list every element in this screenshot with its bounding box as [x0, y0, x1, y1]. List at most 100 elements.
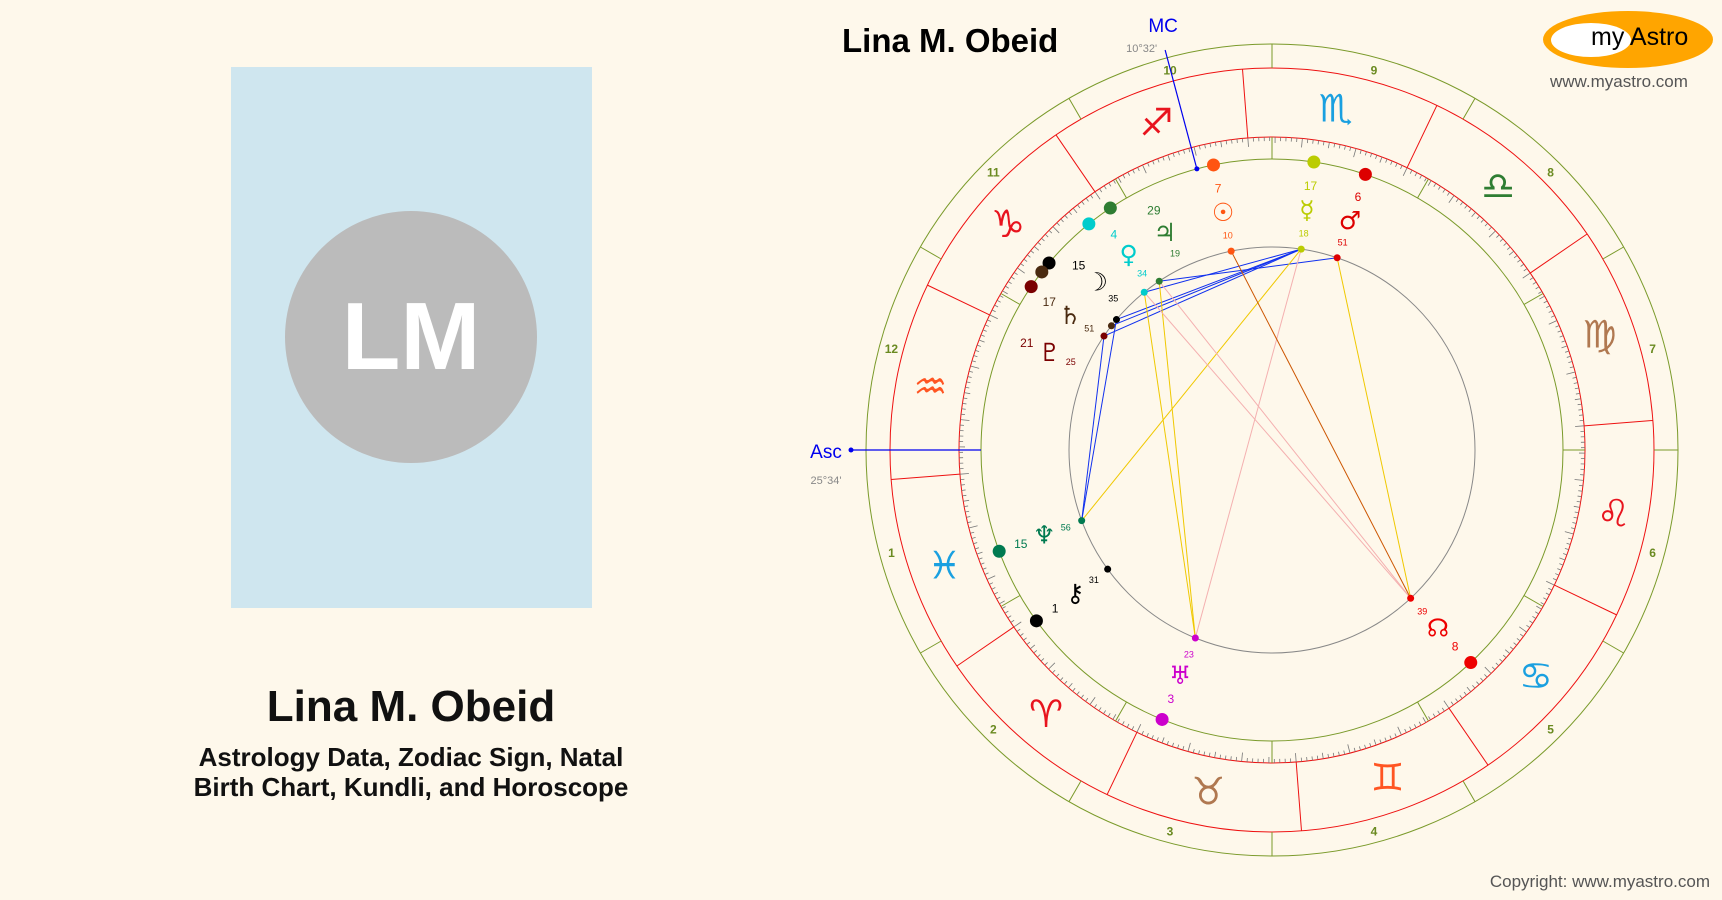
degree-tick [1353, 747, 1356, 752]
sign-ring-outer [889, 67, 1655, 833]
sign-libra-icon: ♎︎ [1481, 164, 1515, 208]
degree-tick [1538, 291, 1543, 294]
house-number: 7 [1649, 342, 1656, 356]
degree-tick [1359, 149, 1362, 154]
degree-tick [1332, 752, 1335, 757]
planet-north-node-icon: ☊︎ [1427, 613, 1449, 642]
site-link[interactable]: www.myastro.com [1550, 72, 1688, 91]
degree-tick [1033, 246, 1040, 251]
degree-tick [1459, 695, 1463, 699]
sign-pisces-icon: ♓︎ [927, 544, 961, 588]
degree-tick [1103, 185, 1107, 190]
degree-tick [1509, 646, 1514, 650]
degree-tick [1204, 144, 1206, 149]
degree-tick [1455, 198, 1459, 203]
degree-tick [1535, 286, 1540, 290]
degree-tick [989, 314, 998, 320]
house-cusp [1462, 98, 1476, 120]
degree-tick [1230, 756, 1232, 761]
degree-tick [1389, 735, 1392, 740]
degree-tick [1166, 741, 1169, 746]
degree-tick [1161, 737, 1165, 744]
degree-tick [1569, 366, 1574, 369]
degree-tick [1241, 752, 1243, 762]
sign-virgo-icon: ♍︎ [1583, 312, 1617, 356]
aspect-line-moon-mercury [1116, 248, 1302, 321]
asc-marker [848, 447, 854, 453]
degree-tick [1519, 626, 1527, 633]
mc-marker [1194, 166, 1200, 172]
sign-boundary [1295, 762, 1303, 831]
degree-tick [1183, 149, 1185, 154]
aspect-line-mercury-neptune [1081, 248, 1302, 521]
degree-tick [1564, 548, 1569, 551]
degree-tick [1504, 649, 1511, 654]
house-number: 8 [1547, 165, 1554, 179]
degree-tick [1311, 756, 1313, 761]
degree-tick [1404, 728, 1407, 733]
degree-tick [1188, 148, 1191, 153]
degree-tick [1322, 141, 1325, 146]
degree-tick [1573, 505, 1580, 508]
degree-tick [1002, 290, 1008, 295]
degree-tick [1548, 320, 1558, 325]
degree-tick [971, 360, 976, 363]
aspect-line-venus-uranus [1143, 292, 1196, 639]
degree-tick [1568, 537, 1573, 540]
myastro-logo[interactable]: my Astro [1543, 11, 1713, 68]
degree-tick [1208, 752, 1211, 757]
planet-mercury-degree: 17 [1304, 179, 1318, 193]
degree-tick [1555, 325, 1560, 328]
degree-tick [1523, 268, 1528, 272]
planet-neptune-minutes: 56 [1061, 523, 1071, 533]
planet-mars-icon: ♂︎ [1339, 206, 1361, 235]
degree-tick [1094, 191, 1101, 200]
degree-tick [1005, 285, 1009, 289]
planet-neptune-degree: 15 [1014, 537, 1028, 551]
planet-jupiter-marker [1103, 201, 1117, 215]
degree-tick [1432, 713, 1436, 718]
planet-chiron-icon: ⚷︎ [1066, 579, 1084, 608]
degree-tick [1192, 748, 1195, 754]
degree-tick [1557, 568, 1562, 571]
degree-tick [960, 419, 970, 421]
planet-mercury-minutes: 18 [1299, 228, 1309, 238]
degree-tick [966, 381, 971, 384]
house-cusp-inner [1115, 701, 1127, 722]
degree-tick [984, 572, 989, 575]
house-cusp [920, 640, 942, 654]
degree-tick [976, 551, 983, 555]
sign-boundary [1055, 134, 1096, 193]
degree-tick [1574, 398, 1581, 401]
aspect-line-jupiter-uranus [1158, 281, 1196, 639]
degree-tick [1044, 662, 1048, 666]
copyright: Copyright: www.myastro.com [1489, 872, 1710, 891]
planet-moon-icon: ☽︎ [1085, 268, 1107, 297]
degree-tick [1369, 743, 1372, 748]
planet-saturn-minutes: 51 [1084, 324, 1094, 334]
degree-tick [1353, 148, 1357, 158]
aspect-circle [1068, 246, 1476, 654]
degree-tick [1536, 605, 1542, 610]
house-number: 6 [1649, 546, 1656, 560]
degree-tick [1338, 144, 1341, 149]
sign-leo-icon: ♌︎ [1597, 492, 1631, 536]
planet-neptune-marker [992, 544, 1006, 558]
planet-pluto-marker [1024, 280, 1038, 294]
degree-tick [1484, 674, 1488, 678]
sign-taurus-icon: ♉︎ [1191, 770, 1225, 814]
degree-tick [1171, 742, 1174, 747]
degree-tick [1471, 211, 1476, 218]
degree-tick [991, 309, 996, 313]
house-cusp [1068, 98, 1082, 120]
degree-tick [1568, 361, 1573, 363]
planet-saturn-aspect-point [1107, 322, 1115, 330]
degree-tick [1103, 710, 1106, 714]
planet-north-node-degree: 8 [1452, 640, 1459, 654]
degree-tick [1573, 382, 1578, 384]
degree-tick [971, 537, 976, 539]
degree-tick [1052, 669, 1056, 674]
degree-tick [961, 408, 966, 410]
degree-tick [1048, 662, 1056, 670]
